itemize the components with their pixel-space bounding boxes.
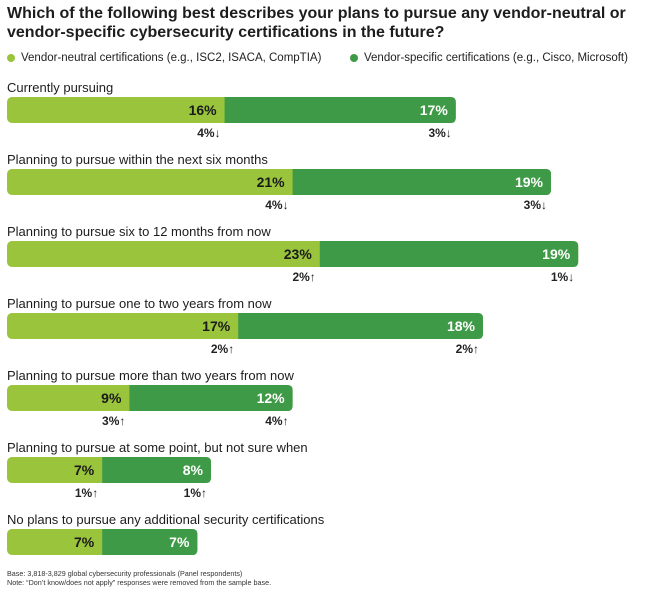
- change-label-vendor-neutral: 4%↓: [265, 198, 288, 212]
- value-label-vendor-specific: 19%: [542, 246, 571, 262]
- category-label: Planning to pursue at some point, but no…: [7, 440, 308, 455]
- change-label-vendor-neutral: 4%↓: [197, 126, 220, 140]
- value-label-vendor-neutral: 9%: [101, 390, 122, 406]
- change-label-vendor-neutral: 1%↑: [75, 486, 98, 500]
- bar-vendor-specific: [292, 169, 551, 195]
- value-label-vendor-specific: 8%: [183, 462, 204, 478]
- change-label-vendor-neutral: 3%↑: [102, 414, 125, 428]
- bar-vendor-specific: [319, 241, 579, 267]
- legend: Vendor-neutral certifications (e.g., ISC…: [7, 52, 628, 65]
- change-label-vendor-specific: 3%↓: [428, 126, 451, 140]
- exclusion-note: Note: “Don’t know/does not apply” respon…: [7, 578, 272, 587]
- value-label-vendor-neutral: 16%: [189, 102, 218, 118]
- chart-title: Which of the following best describes yo…: [7, 5, 626, 41]
- value-label-vendor-neutral: 17%: [202, 318, 231, 334]
- category-label: Currently pursuing: [7, 80, 113, 95]
- legend-item-vendor-specific: Vendor-specific certifications (e.g., Ci…: [350, 52, 628, 64]
- value-label-vendor-specific: 17%: [420, 102, 449, 118]
- bar-vendor-specific: [129, 385, 293, 411]
- category-label: No plans to pursue any additional securi…: [7, 512, 325, 527]
- category-label: Planning to pursue more than two years f…: [7, 368, 294, 383]
- change-label-vendor-neutral: 2%↑: [292, 270, 315, 284]
- change-label-vendor-specific: 1%↓: [551, 270, 574, 284]
- legend-label-vendor-neutral: Vendor-neutral certifications (e.g., ISC…: [21, 52, 322, 64]
- value-label-vendor-specific: 7%: [169, 534, 190, 550]
- bar-vendor-specific: [102, 457, 211, 483]
- value-label-vendor-neutral: 23%: [284, 246, 313, 262]
- change-label-vendor-specific: 4%↑: [265, 414, 288, 428]
- change-label-vendor-specific: 2%↑: [456, 342, 479, 356]
- value-label-vendor-neutral: 7%: [74, 534, 95, 550]
- category-label: Planning to pursue one to two years from…: [7, 296, 272, 311]
- change-label-vendor-specific: 3%↓: [524, 198, 547, 212]
- change-label-vendor-neutral: 2%↑: [211, 342, 234, 356]
- bar-vendor-specific: [102, 529, 198, 555]
- bar-vendor-specific: [224, 97, 456, 123]
- legend-swatch-vendor-neutral: [7, 54, 15, 62]
- category-label: Planning to pursue six to 12 months from…: [7, 224, 271, 239]
- value-label-vendor-specific: 18%: [447, 318, 476, 334]
- value-label-vendor-neutral: 7%: [74, 462, 95, 478]
- legend-label-vendor-specific: Vendor-specific certifications (e.g., Ci…: [364, 52, 628, 64]
- legend-swatch-vendor-specific: [350, 54, 358, 62]
- category-label: Planning to pursue within the next six m…: [7, 152, 268, 167]
- bar-vendor-specific: [238, 313, 483, 339]
- value-label-vendor-neutral: 21%: [257, 174, 286, 190]
- chart-notes: Base: 3,818-3,829 global cybersecurity p…: [7, 569, 271, 587]
- value-label-vendor-specific: 19%: [515, 174, 544, 190]
- base-note: Base: 3,818-3,829 global cybersecurity p…: [7, 569, 243, 578]
- legend-item-vendor-neutral: Vendor-neutral certifications (e.g., ISC…: [7, 52, 321, 64]
- change-label-vendor-specific: 1%↑: [184, 486, 207, 500]
- value-label-vendor-specific: 12%: [257, 390, 286, 406]
